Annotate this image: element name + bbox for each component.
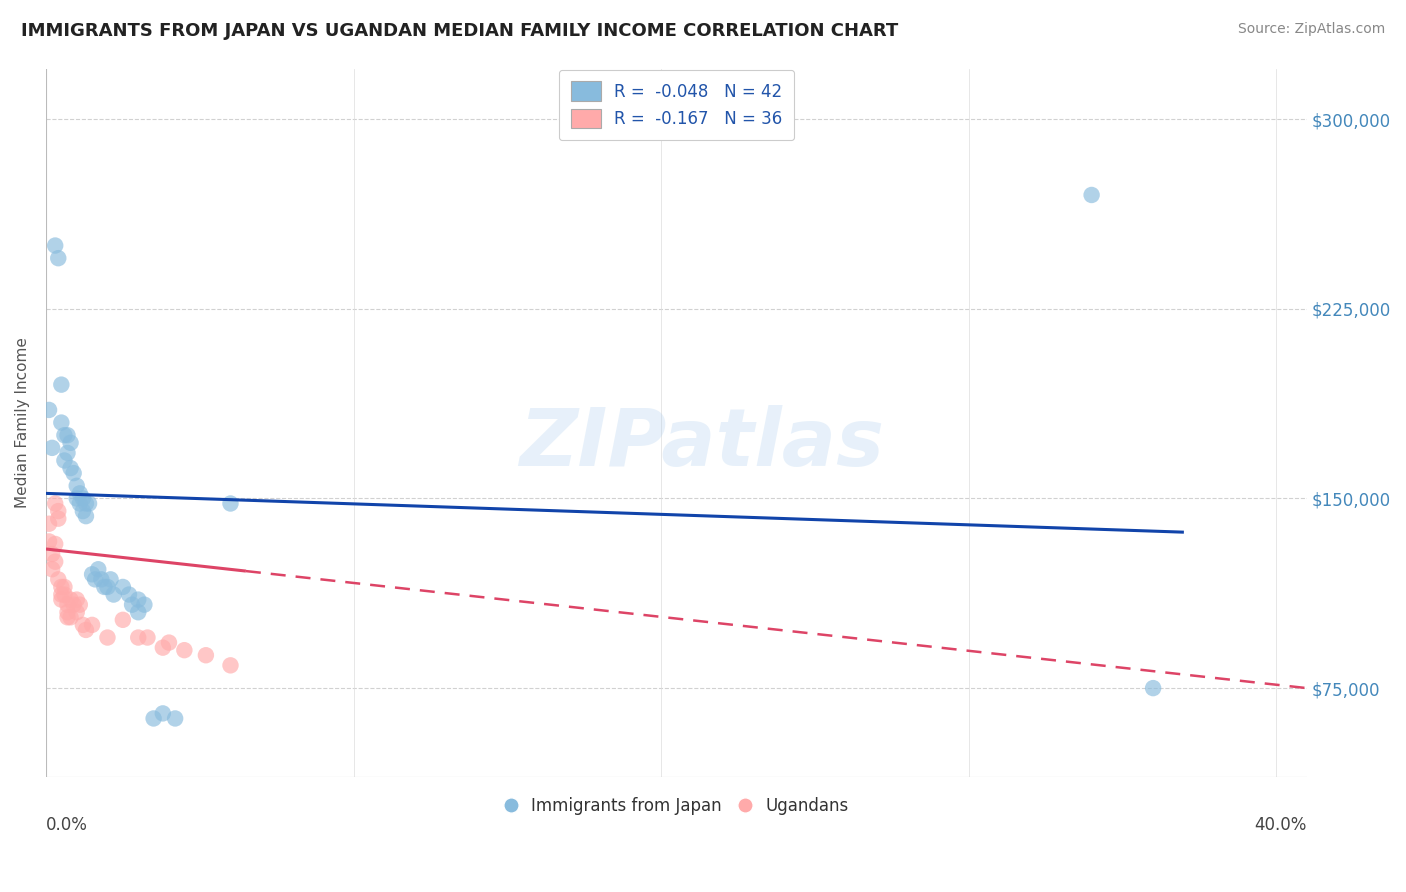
Point bbox=[142, 711, 165, 725]
Point bbox=[53, 428, 76, 442]
Point bbox=[51, 416, 73, 430]
Point bbox=[72, 504, 94, 518]
Point bbox=[96, 631, 118, 645]
Point bbox=[127, 605, 149, 619]
Text: IMMIGRANTS FROM JAPAN VS UGANDAN MEDIAN FAMILY INCOME CORRELATION CHART: IMMIGRANTS FROM JAPAN VS UGANDAN MEDIAN … bbox=[21, 22, 898, 40]
Point bbox=[136, 631, 159, 645]
Point bbox=[44, 537, 66, 551]
Point bbox=[87, 562, 110, 576]
Point bbox=[41, 441, 63, 455]
Point bbox=[1142, 681, 1164, 695]
Text: 0.0%: 0.0% bbox=[46, 815, 87, 833]
Point bbox=[93, 580, 115, 594]
Text: Source: ZipAtlas.com: Source: ZipAtlas.com bbox=[1237, 22, 1385, 37]
Point bbox=[69, 486, 91, 500]
Point bbox=[96, 580, 118, 594]
Point bbox=[127, 631, 149, 645]
Point bbox=[62, 466, 84, 480]
Point bbox=[38, 534, 60, 549]
Point bbox=[66, 479, 89, 493]
Point bbox=[59, 435, 82, 450]
Point bbox=[134, 598, 156, 612]
Point bbox=[152, 640, 174, 655]
Point bbox=[44, 496, 66, 510]
Point bbox=[118, 588, 141, 602]
Point bbox=[59, 461, 82, 475]
Point bbox=[51, 592, 73, 607]
Point bbox=[38, 403, 60, 417]
Point bbox=[59, 592, 82, 607]
Point bbox=[53, 588, 76, 602]
Point bbox=[51, 580, 73, 594]
Point bbox=[56, 605, 79, 619]
Point bbox=[46, 504, 69, 518]
Point bbox=[38, 516, 60, 531]
Point bbox=[44, 238, 66, 252]
Point bbox=[66, 491, 89, 506]
Point bbox=[152, 706, 174, 721]
Point bbox=[100, 573, 122, 587]
Point bbox=[194, 648, 217, 663]
Point bbox=[46, 251, 69, 265]
Point bbox=[90, 573, 112, 587]
Point bbox=[72, 618, 94, 632]
Point bbox=[46, 511, 69, 525]
Point bbox=[111, 580, 134, 594]
Point bbox=[44, 555, 66, 569]
Point bbox=[111, 613, 134, 627]
Point bbox=[82, 618, 104, 632]
Point bbox=[59, 610, 82, 624]
Point bbox=[41, 547, 63, 561]
Text: 40.0%: 40.0% bbox=[1254, 815, 1308, 833]
Point bbox=[127, 592, 149, 607]
Point bbox=[219, 658, 242, 673]
Point bbox=[219, 496, 242, 510]
Point bbox=[56, 610, 79, 624]
Point bbox=[41, 562, 63, 576]
Point bbox=[103, 588, 125, 602]
Point bbox=[53, 453, 76, 467]
Point bbox=[66, 605, 89, 619]
Point bbox=[72, 491, 94, 506]
Point bbox=[56, 428, 79, 442]
Point bbox=[82, 567, 104, 582]
Point bbox=[75, 623, 97, 637]
Point bbox=[51, 377, 73, 392]
Point bbox=[53, 580, 76, 594]
Point bbox=[75, 496, 97, 510]
Point bbox=[173, 643, 195, 657]
Point bbox=[121, 598, 143, 612]
Point bbox=[77, 496, 100, 510]
Text: ZIPatlas: ZIPatlas bbox=[519, 405, 884, 483]
Point bbox=[75, 509, 97, 524]
Point bbox=[56, 598, 79, 612]
Point bbox=[62, 598, 84, 612]
Point bbox=[69, 598, 91, 612]
Legend: Immigrants from Japan, Ugandans: Immigrants from Japan, Ugandans bbox=[498, 790, 855, 822]
Point bbox=[1080, 188, 1102, 202]
Point bbox=[51, 588, 73, 602]
Point bbox=[165, 711, 187, 725]
Point bbox=[56, 446, 79, 460]
Point bbox=[46, 573, 69, 587]
Point bbox=[66, 592, 89, 607]
Y-axis label: Median Family Income: Median Family Income bbox=[15, 337, 30, 508]
Point bbox=[84, 573, 107, 587]
Point bbox=[69, 496, 91, 510]
Point bbox=[157, 635, 180, 649]
